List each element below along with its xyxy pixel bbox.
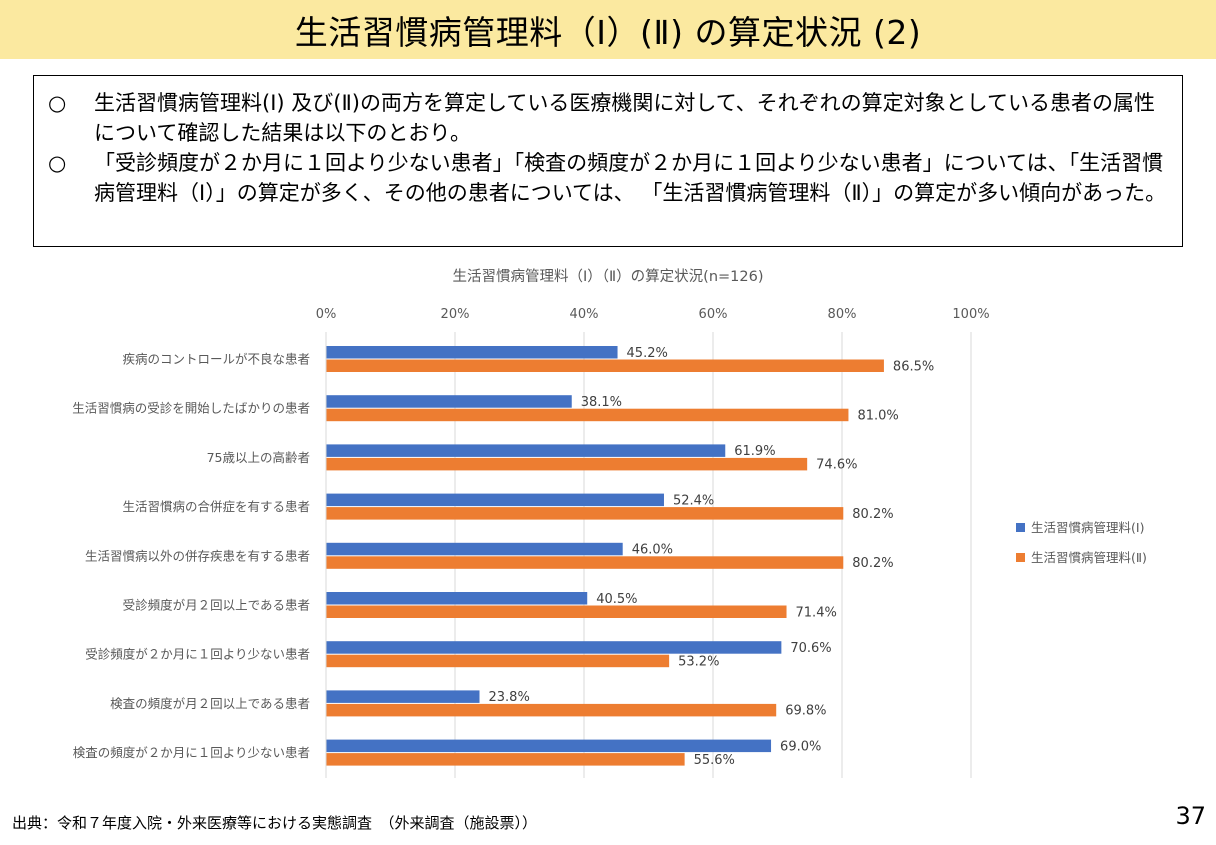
- bar-series-2: [326, 457, 808, 471]
- bar-series-1: [326, 542, 623, 556]
- legend-label: 生活習慣病管理料(Ⅱ): [1031, 550, 1147, 565]
- legend-swatch-1: [1016, 523, 1025, 532]
- bar-series-2: [326, 359, 884, 372]
- bullet-circle-icon: ○: [48, 151, 67, 175]
- page-title: 生活習慣病管理料（Ⅰ）(Ⅱ) の算定状況 (2): [294, 12, 922, 52]
- category-label: 生活習慣病の受診を開始したばかりの患者: [72, 401, 310, 416]
- bar-series-2: [326, 605, 787, 618]
- bar-series-2: [326, 556, 844, 569]
- bar-series-1: [326, 346, 618, 359]
- data-label: 40.5%: [596, 592, 637, 607]
- data-label: 61.9%: [734, 444, 775, 459]
- data-label: 52.4%: [673, 493, 714, 508]
- category-label: 受診頻度が月２回以上である患者: [123, 598, 310, 613]
- x-tick-label: 80%: [828, 307, 857, 322]
- chart-title: 生活習慣病管理料（Ⅰ）（Ⅱ）の算定状況(n=126): [452, 269, 764, 285]
- x-tick-label: 0%: [316, 307, 337, 322]
- data-label: 38.1%: [581, 395, 622, 410]
- data-label: 81.0%: [857, 408, 898, 423]
- page-number: 37: [1175, 802, 1206, 830]
- bar-series-1: [326, 493, 664, 507]
- bar-series-2: [326, 507, 844, 520]
- legend-label: 生活習慣病管理料(Ⅰ): [1031, 520, 1144, 535]
- data-label: 45.2%: [627, 346, 668, 361]
- data-label: 86.5%: [893, 359, 934, 374]
- data-label: 80.2%: [852, 507, 893, 522]
- bar-series-2: [326, 753, 685, 766]
- category-label: 検査の頻度が２か月に１回より少ない患者: [73, 745, 310, 760]
- category-label: 疾病のコントロールが不良な患者: [122, 352, 310, 367]
- summary-text: 「受診頻度が２か月に１回より少ない患者」「検査の頻度が２か月に１回より少ない患者…: [94, 151, 1167, 205]
- x-tick-label: 100%: [952, 307, 989, 322]
- bar-series-1: [326, 641, 782, 654]
- summary-text: 生活習慣病管理料(Ⅰ) 及び(Ⅱ)の両方を算定している医療機関に対して、それぞれ…: [94, 91, 1156, 145]
- data-label: 53.2%: [678, 654, 719, 669]
- x-tick-label: 40%: [570, 307, 599, 322]
- data-label: 70.6%: [790, 641, 831, 656]
- bar-series-1: [326, 592, 588, 605]
- summary-item: ○ 「受診頻度が２か月に１回より少ない患者」「検査の頻度が２か月に１回より少ない…: [48, 148, 1168, 208]
- bar-series-1: [326, 690, 480, 703]
- data-label: 69.0%: [780, 739, 821, 754]
- bar-series-2: [326, 703, 777, 717]
- data-label: 80.2%: [852, 556, 893, 571]
- category-label: 受診頻度が２か月に１回より少ない患者: [85, 647, 310, 662]
- category-label: 生活習慣病以外の併存疾患を有する患者: [85, 548, 310, 563]
- bar-series-1: [326, 395, 572, 408]
- legend-swatch-2: [1016, 553, 1025, 562]
- bar-series-1: [326, 739, 772, 753]
- bullet-circle-icon: ○: [48, 91, 67, 115]
- summary-box: ○ 生活習慣病管理料(Ⅰ) 及び(Ⅱ)の両方を算定している医療機関に対して、それ…: [33, 75, 1183, 247]
- category-label: 生活習慣病の合併症を有する患者: [122, 499, 310, 514]
- bar-series-2: [326, 408, 849, 422]
- x-tick-label: 20%: [441, 307, 470, 322]
- data-label: 23.8%: [489, 690, 530, 705]
- summary-item: ○ 生活習慣病管理料(Ⅰ) 及び(Ⅱ)の両方を算定している医療機関に対して、それ…: [48, 88, 1168, 148]
- bar-series-2: [326, 654, 670, 668]
- title-bar: 生活習慣病管理料（Ⅰ）(Ⅱ) の算定状況 (2): [0, 0, 1216, 59]
- bar-series-1: [326, 444, 726, 457]
- category-label: 検査の頻度が月２回以上である患者: [110, 696, 310, 711]
- data-label: 69.8%: [785, 704, 826, 719]
- source-note: 出典：令和７年度入院・外来医療等における実態調査 （外来調査（施設票））: [12, 814, 538, 832]
- category-label: 75歳以上の高齢者: [207, 450, 310, 465]
- data-label: 46.0%: [632, 543, 673, 558]
- x-tick-label: 60%: [699, 307, 728, 322]
- data-label: 74.6%: [816, 458, 857, 473]
- data-label: 71.4%: [796, 605, 837, 620]
- data-label: 55.6%: [694, 753, 735, 768]
